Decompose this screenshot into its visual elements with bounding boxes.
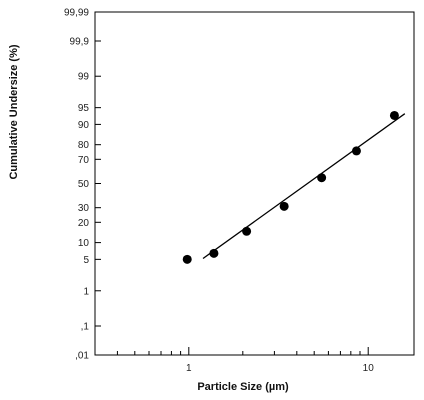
data-point <box>242 226 252 236</box>
data-point <box>209 248 219 258</box>
y-tick-label: 99,99 <box>64 8 89 19</box>
x-axis-label: Particle Size (µm) <box>197 381 289 393</box>
y-tick-label: ,01 <box>75 351 89 362</box>
data-point <box>351 146 361 156</box>
x-tick-label: 10 <box>363 363 375 374</box>
y-tick-label: 99,9 <box>70 36 90 47</box>
plot-frame <box>94 11 415 356</box>
data-point <box>279 201 289 211</box>
y-tick-label: 99 <box>78 72 90 83</box>
y-tick-label: 50 <box>78 179 90 190</box>
tick-labels-group: ,01 ,1 1 5 10 20 30 50 70 80 90 95 99 99,9 99,99 1 10 <box>64 8 374 375</box>
y-tick-label: 95 <box>78 103 90 114</box>
ticks-group <box>94 11 369 356</box>
y-tick-label: ,1 <box>81 322 90 333</box>
y-tick-label: 5 <box>83 255 89 266</box>
x-tick-label: 1 <box>186 363 192 374</box>
y-tick-label: 90 <box>78 120 90 131</box>
data-point <box>389 110 399 120</box>
plot-frame-group <box>94 11 415 356</box>
y-tick-label: 70 <box>78 155 90 166</box>
data-point <box>317 173 327 183</box>
y-tick-label: 20 <box>78 218 90 229</box>
y-axis-label: Cumulative Undersize (%) <box>8 44 20 179</box>
y-tick-label: 30 <box>78 203 90 214</box>
y-tick-label: 80 <box>78 140 90 151</box>
data-point <box>182 254 192 264</box>
data-points-group <box>182 110 399 264</box>
fit-line <box>202 113 406 259</box>
y-tick-label: 10 <box>78 238 90 249</box>
fit-line-group <box>202 113 406 259</box>
y-tick-label: 1 <box>83 286 89 297</box>
